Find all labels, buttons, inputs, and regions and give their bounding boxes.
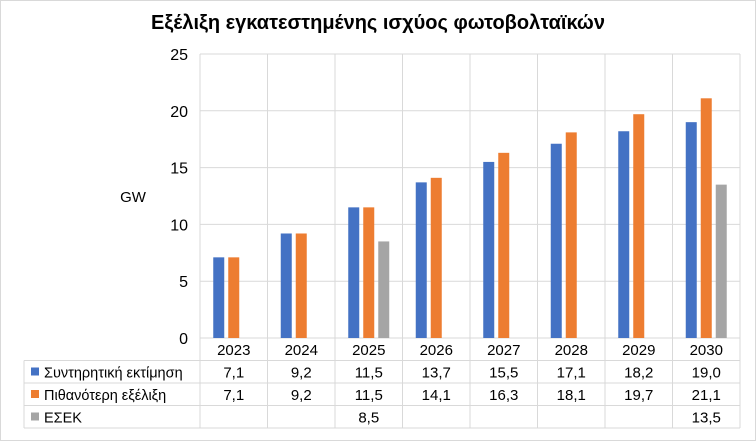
data-table-value: 13,7 [422, 365, 451, 382]
bar [550, 143, 562, 338]
y-tick-label: 15 [170, 161, 188, 178]
bar [363, 207, 375, 338]
x-tick-label: 2029 [622, 342, 655, 359]
data-table-value: 19,0 [692, 365, 721, 382]
data-table-value: 18,2 [624, 365, 653, 382]
bar [348, 207, 360, 338]
legend-swatch [31, 367, 39, 376]
data-table-value: 11,5 [355, 365, 383, 382]
data-table-value: 17,1 [557, 365, 586, 382]
data-table-value: 18,1 [557, 387, 586, 404]
y-tick-label: 25 [170, 47, 188, 64]
data-table-value: 19,7 [624, 387, 653, 404]
x-tick-label: 2026 [420, 342, 453, 359]
bar [430, 177, 442, 338]
legend-label: Πιθανότερη εξέλιξη [44, 388, 166, 404]
bar [483, 161, 495, 338]
legend-swatch [31, 412, 39, 421]
data-table-value: 7,1 [223, 365, 244, 382]
bar [633, 114, 645, 338]
bar [213, 257, 225, 338]
data-table-value: 14,1 [422, 387, 451, 404]
bar [280, 233, 292, 338]
data-table-value: 9,2 [291, 387, 312, 404]
bar [618, 131, 630, 338]
x-tick-label: 2023 [217, 342, 250, 359]
bar [685, 122, 697, 338]
bar [228, 257, 240, 338]
bar [700, 98, 712, 338]
data-table-value: 16,3 [489, 387, 518, 404]
bar [295, 233, 307, 338]
x-tick-label: 2030 [690, 342, 723, 359]
y-tick-label: 5 [179, 274, 188, 291]
x-tick-label: 2025 [352, 342, 385, 359]
bar [415, 182, 427, 338]
y-tick-label: 0 [179, 331, 188, 348]
data-table-value: 9,2 [291, 365, 312, 382]
y-tick-label: 10 [170, 217, 188, 234]
data-table-value: 15,5 [489, 365, 518, 382]
data-table-value: 11,5 [355, 387, 383, 404]
legend-label: Συντηρητική εκτίμηση [44, 366, 183, 382]
legend-swatch [31, 390, 39, 398]
data-table-value: 8,5 [358, 410, 379, 427]
data-table-value: 7,1 [223, 387, 244, 404]
y-axis-label: GW [120, 189, 147, 206]
bar [715, 184, 727, 338]
bar [565, 132, 577, 338]
bar [498, 152, 510, 338]
legend-label: ΕΣΕΚ [44, 411, 82, 427]
data-table-value: 21,1 [692, 387, 721, 404]
x-tick-label: 2024 [285, 342, 318, 359]
chart-title: Εξέλιξη εγκατεστημένης ισχύος φωτοβολταϊ… [151, 12, 605, 34]
x-tick-label: 2028 [555, 342, 588, 359]
x-tick-label: 2027 [487, 342, 520, 359]
y-tick-label: 20 [170, 104, 188, 121]
bar [378, 241, 390, 338]
data-table-value: 13,5 [692, 410, 721, 427]
